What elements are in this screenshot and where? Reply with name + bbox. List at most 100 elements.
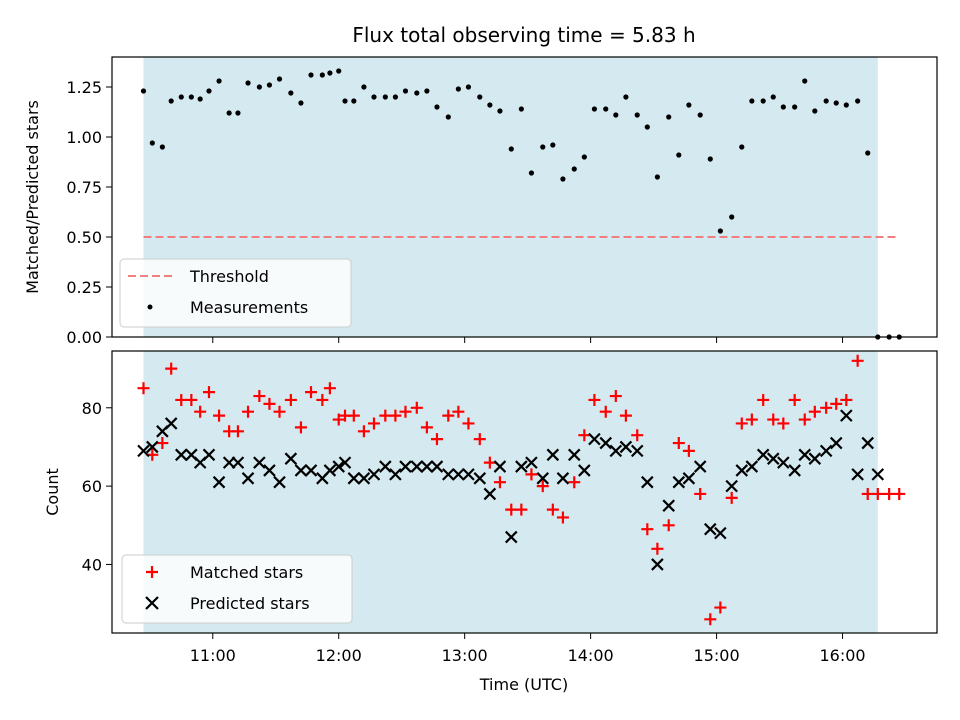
measurement-point [508,146,514,152]
matched-star-point [641,523,654,536]
matched-star-point [332,413,345,426]
x-tick-label: 11:00 [190,646,236,665]
predicted-star-point [819,444,833,458]
measurement-point [550,142,556,148]
measurement-point [465,84,472,90]
predicted-star-point [430,460,444,473]
matched-star-point [861,487,874,500]
matched-star-point [253,390,266,403]
top-y-axis-label: Matched/Predicted stars [23,100,42,294]
matched-star-point [242,405,255,418]
measurement-point [833,100,839,106]
predicted-star-point [619,440,633,454]
predicted-star-point [410,460,424,473]
bottom-panel: 40 60 80 11:00 12:00 13:00 14:00 15:00 16:00 Co… [43,350,938,694]
matched-star-point [840,393,853,406]
measurement-point [445,114,451,120]
x-tick-label: 14:00 [568,646,614,665]
measurement-point [351,98,357,104]
matched-star-point [704,613,717,626]
measurement-point [308,72,314,78]
top-legend: Threshold Measurements [119,258,352,328]
matched-star-point [156,437,169,450]
measurement-point [591,106,598,112]
legend-threshold-label: Threshold [189,267,269,286]
matched-star-point [493,476,506,489]
measurement-point [342,98,348,104]
top-y-tick-label: 0.25 [66,278,102,297]
predicted-star-point [567,448,581,462]
predicted-star-point [515,460,528,473]
predicted-star-point [525,456,538,469]
matched-star-point [662,519,675,532]
measurement-point [697,112,703,118]
predicted-star-point [273,475,286,489]
matched-star-point [546,503,559,516]
predicted-star-point [241,472,255,485]
measurement-point [855,98,861,104]
measurement-point [434,104,440,110]
measurement-point [676,152,682,158]
matched-star-point [194,405,207,418]
measurement-point [603,106,609,112]
measurement-point [666,114,672,120]
predicted-star-point [367,468,381,481]
predicted-star-point [253,456,266,469]
predicted-star-point [504,530,518,544]
predicted-star-point [462,468,475,481]
predicted-star-point [137,444,150,458]
measurement-point [159,144,165,150]
predicted-star-point [840,409,853,422]
predicted-star-point [725,479,738,493]
matched-star-point [505,503,518,516]
bottom-y-ticks: 40 60 80 [82,399,112,574]
matched-star-point [672,437,685,450]
bottom-y-tick-label: 40 [82,555,102,574]
matched-star-point [536,480,549,493]
matched-star-point [347,409,360,422]
measurement-point [739,144,745,150]
measurement-point [497,108,503,114]
measurement-point [216,78,222,84]
legend-predicted-label: Predicted stars [190,594,310,613]
measurement-point [319,72,325,78]
measurement-point [528,170,535,176]
matched-star-point [588,393,601,406]
predicted-star-point [546,448,560,462]
x-tick-label: 13:00 [442,646,488,665]
measurement-point [266,82,273,88]
predicted-star-point [473,472,487,485]
predicted-star-point [323,464,337,477]
measurement-point [634,112,640,118]
matched-star-point [452,405,465,418]
measurement-point [540,144,546,150]
matched-star-point [830,397,843,410]
matched-star-point [788,393,801,406]
matched-star-point [798,413,811,426]
x-axis-label: Time (UTC) [479,675,568,694]
measurement-point [477,94,483,100]
matched-star-point [725,491,738,504]
predicted-star-point [536,472,550,485]
bottom-plot-frame [111,350,938,634]
matched-star-point [137,382,150,395]
predicted-star-point [599,436,613,450]
matched-star-point [185,393,198,406]
top-plot-frame [111,56,938,338]
measurement-point [780,104,786,110]
matched-star-point [767,413,780,426]
predicted-star-point [452,468,465,481]
predicted-star-point [766,452,780,465]
legend-measurements-swatch [147,304,153,310]
predicted-star-point [212,475,226,489]
matched-star-point [420,421,433,434]
measurement-point [455,86,461,92]
predicted-star-point [379,460,392,473]
measurement-point [843,102,849,108]
measurement-point [256,84,262,90]
measurement-point [812,108,818,114]
x-tick-label: 12:00 [316,646,362,665]
measurement-point [613,112,619,118]
matched-star-point [556,511,569,524]
